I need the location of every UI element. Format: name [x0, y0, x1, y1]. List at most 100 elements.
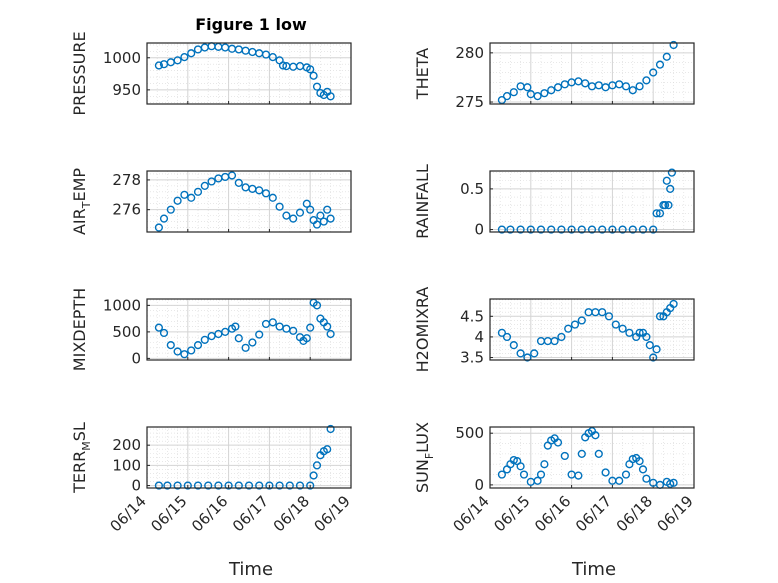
data-point [564, 324, 573, 333]
x-tick-label: 06/19 [654, 492, 697, 535]
y-tick-label: 4.5 [460, 307, 484, 325]
axes-frame [489, 42, 695, 105]
data-point [163, 481, 172, 490]
data-point [621, 82, 631, 91]
data-point [275, 202, 284, 211]
data-point [180, 190, 189, 199]
data-point [234, 481, 243, 490]
data-point [598, 308, 607, 317]
data-point [166, 205, 175, 214]
chart-title: Figure 1 low [195, 15, 307, 34]
data-point [618, 225, 627, 234]
data-point [660, 201, 670, 210]
y-tick-label: 276 [112, 201, 141, 219]
y-axis-label: AIRTEMP [70, 168, 93, 235]
y-axis-label: SUNFLUX [413, 422, 436, 493]
data-point [154, 223, 164, 232]
data-point [268, 318, 277, 327]
data-point [570, 320, 580, 329]
data-point [309, 471, 318, 480]
data-point [180, 53, 189, 62]
data-point [594, 449, 603, 458]
data-point [591, 431, 600, 440]
data-point [200, 181, 209, 190]
data-point [244, 481, 254, 490]
data-point [509, 341, 518, 350]
y-tick-label: 1000 [103, 296, 141, 314]
subplot-theta: 275 280 THETA [413, 40, 695, 111]
y-tick-label: 0 [474, 221, 484, 239]
data-point [268, 193, 277, 202]
data-point [323, 205, 332, 214]
axes-frame [489, 170, 695, 233]
data-point [553, 83, 563, 92]
data-point [154, 481, 164, 490]
data-point [649, 68, 658, 77]
data-point [282, 211, 291, 220]
data-point [550, 336, 559, 346]
data-point [221, 327, 230, 336]
data-point [628, 225, 637, 234]
x-tick-label: 06/15 [490, 492, 533, 535]
data-point [652, 209, 661, 218]
data-point [604, 312, 614, 321]
data-point [159, 214, 169, 223]
data-point [187, 193, 196, 202]
data-point [642, 332, 651, 342]
data-point [621, 470, 631, 479]
subplot-pressure: 950 1000 PRESSURE [70, 31, 352, 116]
x-axis-label-left: Time [228, 559, 273, 580]
axes-frame [146, 426, 352, 489]
data-point [666, 184, 675, 193]
data-point [547, 86, 556, 95]
data-point [241, 343, 250, 352]
data-point [642, 474, 651, 483]
data-point [523, 353, 532, 362]
y-tick-label: 0 [131, 349, 141, 367]
data-point [261, 50, 271, 59]
data-point [312, 220, 322, 229]
data-point [664, 201, 673, 210]
data-point [312, 82, 322, 91]
data-point [530, 349, 539, 358]
data-point [497, 225, 507, 234]
subplot-mixdepth: 0 500 1000 MIXDEPTH [70, 288, 352, 371]
data-point [306, 323, 315, 332]
x-tick-label: 06/15 [147, 492, 190, 535]
data-point [536, 470, 546, 479]
data-point [255, 481, 264, 490]
data-point [173, 56, 182, 65]
data-point [669, 478, 678, 487]
y-tick-label: 278 [112, 171, 141, 189]
y-tick-label: 1000 [103, 49, 141, 67]
data-point [666, 479, 675, 488]
y-tick-label: 200 [112, 436, 141, 454]
data-point [649, 353, 658, 362]
data-point [497, 328, 507, 337]
data-point [214, 481, 223, 490]
y-axis-label: TERRMSL [70, 422, 93, 494]
axes-frame [489, 426, 695, 489]
data-point [312, 301, 322, 310]
data-point [649, 225, 658, 234]
data-point [667, 168, 677, 177]
data-point [193, 187, 203, 196]
data-point [635, 328, 644, 337]
data-point [234, 334, 243, 343]
data-point [560, 451, 569, 461]
data-point [323, 445, 332, 454]
data-point [509, 455, 518, 465]
data-point [312, 461, 322, 470]
y-tick-label: 0 [131, 477, 141, 495]
data-point [540, 89, 549, 98]
data-point [635, 82, 644, 91]
data-point [567, 225, 576, 234]
data-point [289, 214, 298, 223]
data-point [638, 465, 648, 474]
data-point [536, 225, 546, 234]
y-axis-label: RAINFALL [413, 164, 432, 239]
y-tick-label: 500 [455, 424, 484, 442]
data-point [173, 196, 182, 205]
